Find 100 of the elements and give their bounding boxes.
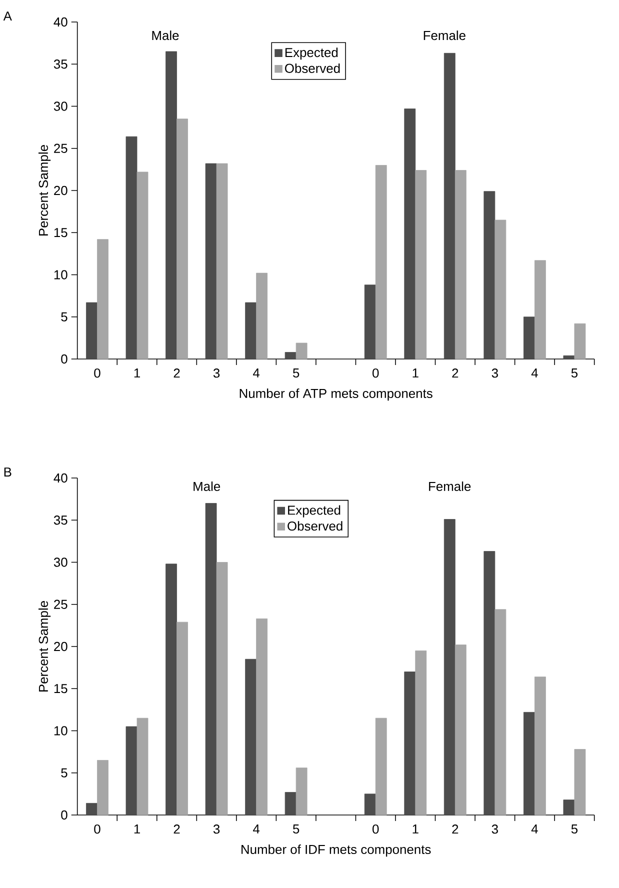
y-tick-label: 10	[54, 726, 68, 736]
x-tick-label: 3	[213, 368, 220, 378]
bar	[364, 284, 376, 360]
bar	[484, 551, 496, 816]
x-tick-label: 4	[252, 368, 260, 378]
bar	[364, 794, 376, 816]
x-tick-label: 0	[372, 368, 379, 378]
bar	[415, 170, 426, 360]
chart-title: A	[3, 12, 12, 20]
bar	[284, 352, 296, 360]
bar	[284, 792, 296, 816]
legend-label: Observed	[284, 63, 340, 73]
bar	[563, 355, 575, 360]
y-tick-label: 15	[54, 684, 68, 694]
bar	[534, 260, 546, 360]
y-axis-title: Percent Sample	[38, 145, 50, 236]
x-tick-label: 1	[412, 368, 418, 378]
y-axis-title: Percent Sample	[38, 601, 50, 692]
x-tick-label: 5	[292, 368, 300, 378]
x-tick-label: 2	[452, 824, 458, 834]
y-tick-label: 0	[61, 354, 68, 364]
y-tick-label: 35	[54, 60, 68, 69]
bar	[96, 239, 108, 360]
bar	[256, 272, 268, 360]
y-tick-label: 35	[54, 516, 68, 525]
bar	[245, 658, 256, 816]
x-tick-label: 1	[134, 368, 140, 378]
chart-title: B	[4, 468, 12, 476]
y-tick-label: 25	[54, 144, 68, 153]
x-tick-label: 2	[174, 368, 180, 378]
y-tick-label: 40	[54, 473, 68, 483]
x-tick-label: 5	[571, 824, 578, 834]
bar	[523, 316, 535, 360]
bar	[205, 163, 217, 360]
y-tick-label: 40	[54, 17, 68, 27]
x-tick-label: 0	[372, 824, 379, 834]
bar	[404, 672, 416, 816]
bar	[494, 220, 506, 360]
bar	[96, 760, 108, 816]
legend-label: Observed	[287, 521, 342, 531]
y-tick-label: 30	[54, 558, 68, 567]
bar	[375, 718, 387, 816]
bar	[494, 609, 506, 816]
bar	[86, 302, 98, 360]
bar	[176, 622, 188, 816]
x-tick-label: 5	[292, 824, 300, 834]
annotation: Male	[194, 482, 220, 492]
bar	[375, 165, 387, 360]
annotation: Male	[152, 30, 179, 40]
y-tick-label: 10	[54, 270, 68, 280]
x-tick-label: 2	[452, 368, 458, 378]
bar	[454, 170, 466, 360]
x-tick-label: 0	[94, 824, 100, 834]
annotation: Female	[428, 482, 470, 492]
x-tick-label: 4	[531, 368, 538, 378]
bar	[176, 118, 188, 360]
y-tick-label: 0	[61, 810, 68, 820]
bar	[216, 163, 228, 360]
bar	[256, 618, 268, 816]
bar	[444, 519, 456, 816]
x-axis-title: Number of ATP mets components	[240, 388, 432, 401]
bar	[563, 800, 575, 816]
bar	[454, 644, 466, 816]
y-tick-label: 5	[61, 768, 68, 778]
bar	[574, 323, 586, 360]
annotation: Female	[424, 30, 466, 40]
y-tick-label: 20	[54, 642, 68, 652]
x-axis-title: Number of IDF mets components	[241, 844, 431, 857]
bar	[404, 108, 416, 360]
x-tick-label: 1	[134, 824, 140, 834]
bar	[216, 562, 228, 816]
y-tick-label: 15	[54, 228, 68, 238]
x-tick-label: 4	[252, 824, 260, 834]
x-tick-label: 5	[571, 368, 578, 378]
bar	[484, 191, 496, 360]
bar	[534, 676, 546, 816]
bar	[205, 503, 217, 816]
bar	[126, 136, 138, 360]
bar	[296, 342, 308, 360]
x-tick-label: 3	[213, 824, 220, 834]
bar	[165, 564, 177, 816]
y-tick-label: 20	[54, 186, 68, 196]
y-tick-label: 5	[61, 312, 68, 322]
bar	[245, 302, 256, 360]
bar	[296, 768, 308, 816]
bar	[165, 51, 177, 360]
legend-label: Expected	[288, 505, 340, 518]
x-tick-label: 1	[412, 824, 418, 834]
x-tick-label: 2	[174, 824, 180, 834]
x-tick-label: 3	[492, 824, 498, 834]
bar	[444, 52, 456, 360]
x-tick-label: 3	[492, 368, 498, 378]
bar	[415, 650, 426, 816]
y-tick-label: 30	[54, 102, 68, 111]
bar	[523, 712, 535, 816]
bar	[126, 726, 138, 816]
bar	[574, 749, 586, 816]
bar	[86, 802, 98, 816]
y-tick-label: 25	[54, 600, 68, 609]
x-tick-label: 4	[531, 824, 538, 834]
